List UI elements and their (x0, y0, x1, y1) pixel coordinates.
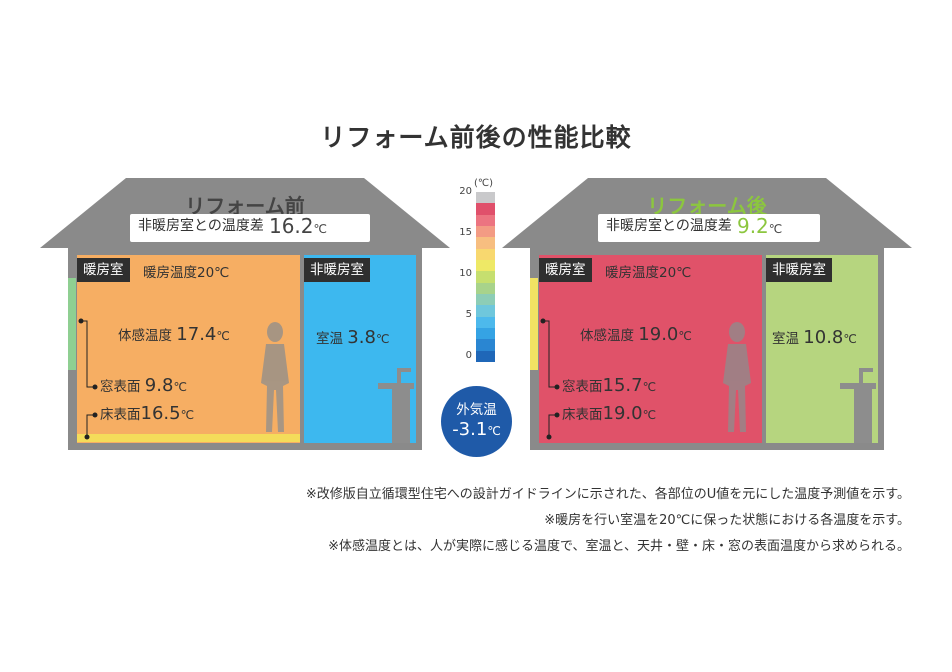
temp-diff-after: 非暖房室との温度差 9.2℃ (598, 214, 820, 242)
temperature-scale-unit: (℃) (474, 178, 494, 189)
temp-diff-before: 非暖房室との温度差 16.2℃ (130, 214, 370, 242)
outside-temp-label: 外気温 (456, 402, 497, 418)
window-surface-temp: 窓表面 9.8℃ (100, 375, 187, 396)
window-surface-temp: 窓表面15.7℃ (562, 375, 657, 396)
heating-temp-label: 暖房温度20℃ (143, 265, 230, 281)
scale-color-segment (476, 225, 495, 238)
temp-diff-unit: ℃ (768, 222, 783, 236)
scale-color-segment (476, 282, 495, 294)
footnote: ※体感温度とは、人が実際に感じる温度で、室温と、天井・壁・床・窓の表面温度から求… (328, 539, 910, 554)
unheated-room-tag: 非暖房室 (304, 258, 370, 282)
scale-tick-label: 20 (459, 186, 472, 197)
outside-temp-value: -3.1 (452, 419, 488, 440)
floor-surface-label: 床表面 (562, 407, 603, 423)
scale-color-segment (476, 248, 495, 260)
temp-diff-label: 非暖房室との温度差 (606, 218, 732, 234)
felt-temp-value: 19.0 (638, 324, 679, 345)
scale-color-segment (476, 192, 495, 204)
room-temp: 室温 3.8℃ (316, 327, 390, 348)
scale-color-segment (476, 214, 495, 226)
page-title: リフォーム前後の性能比較 (320, 123, 632, 152)
window-surface-value: 15.7 (602, 375, 643, 396)
footnote: ※改修版自立循環型住宅への設計ガイドラインに示された、各部位のU値を元にした温度… (305, 487, 910, 502)
window-surface-value: 9.8 (144, 375, 174, 396)
floor-surface-label: 床表面 (100, 407, 141, 423)
heated-room-tag: 暖房室 (77, 258, 130, 282)
scale-color-segment (476, 237, 495, 249)
felt-temp: 体感温度 17.4℃ (118, 324, 230, 345)
felt-temp-label: 体感温度 (118, 328, 172, 344)
footnote: ※暖房を行い室温を20℃に保った状態における各温度を示す。 (544, 513, 910, 528)
scale-color-segment (476, 271, 495, 283)
house-before: リフォーム前 非暖房室との温度差 16.2℃ 暖房室 暖房温度20℃ 非暖房室 … (40, 178, 450, 452)
floor-surface-temp: 床表面16.5℃ (100, 403, 195, 424)
room-temp-value: 3.8 (347, 327, 376, 348)
scale-tick-label: 10 (459, 268, 472, 279)
scale-tick-label: 15 (459, 227, 472, 238)
scale-color-segment (476, 350, 495, 362)
scale-color-segment (476, 203, 495, 215)
scale-color-segment (476, 327, 495, 340)
sink-before (378, 368, 414, 443)
sink-after (840, 368, 876, 443)
scale-color-segment (476, 259, 495, 272)
room-temp-value: 10.8 (803, 327, 844, 348)
temp-diff-label: 非暖房室との温度差 (138, 218, 264, 234)
room-temp-label: 室温 (772, 331, 799, 347)
outside-temp-reading: -3.1℃ (452, 419, 501, 440)
outside-temp-badge: 外気温 -3.1℃ (441, 386, 512, 457)
scale-tick-label: 5 (465, 309, 472, 320)
felt-temp-value: 17.4 (176, 324, 217, 345)
room-temp: 室温 10.8℃ (772, 327, 857, 348)
person-silhouette-before (261, 322, 289, 432)
house-after: リフォーム後 非暖房室との温度差 9.2℃ 暖房室 暖房温度20℃ 非暖房室 体… (502, 178, 912, 452)
temperature-color-scale (476, 192, 495, 362)
temp-diff-value: 9.2 (736, 214, 769, 238)
felt-temp: 体感温度 19.0℃ (580, 324, 692, 345)
scale-color-segment (476, 316, 495, 328)
window-surface-label: 窓表面 (100, 379, 141, 395)
floor-surface-temp: 床表面19.0℃ (562, 403, 657, 424)
scale-color-segment (476, 293, 495, 306)
temp-diff-value: 16.2 (268, 214, 314, 238)
scale-color-segment (476, 339, 495, 351)
person-silhouette-after (723, 322, 751, 432)
scale-color-segment (476, 305, 495, 317)
scale-tick-label: 0 (465, 350, 472, 361)
window-surface-label: 窓表面 (562, 379, 603, 395)
unheated-room-tag: 非暖房室 (766, 258, 832, 282)
temp-diff-unit: ℃ (313, 222, 327, 236)
floor-surface-value: 16.5 (140, 403, 181, 424)
heated-room-tag: 暖房室 (539, 258, 592, 282)
floor-surface-value: 19.0 (602, 403, 643, 424)
room-temp-label: 室温 (316, 331, 343, 347)
felt-temp-label: 体感温度 (580, 328, 634, 344)
heating-temp-label: 暖房温度20℃ (605, 265, 692, 281)
